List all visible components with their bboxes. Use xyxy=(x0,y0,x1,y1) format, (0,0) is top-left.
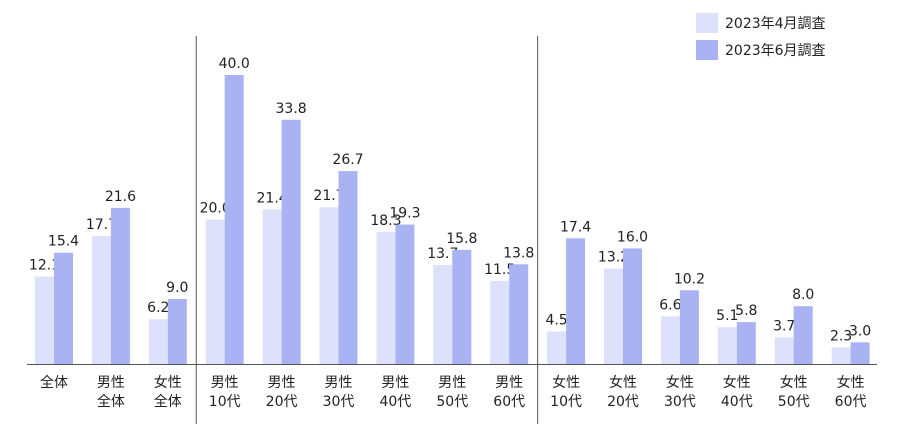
category-label-12-0: 女性 xyxy=(723,374,751,391)
category-label-3-0: 男性 xyxy=(211,375,239,391)
category-label-2-0: 女性 xyxy=(154,374,182,391)
category-label-1-1: 全体 xyxy=(97,393,125,410)
value-label-s1-1: 21.6 xyxy=(105,189,136,205)
value-label-s1-6: 19.3 xyxy=(389,206,420,222)
category-label-14-1: 60代 xyxy=(835,394,867,410)
value-label-s0-12: 5.1 xyxy=(716,308,738,324)
bar-s0-1 xyxy=(91,236,111,364)
legend-label-1: 2023年6月調査 xyxy=(725,43,826,59)
bar-s1-6 xyxy=(395,224,415,364)
bar-s0-8 xyxy=(490,280,510,364)
category-label-6-1: 40代 xyxy=(379,394,411,410)
value-label-s1-4: 33.8 xyxy=(276,101,307,117)
legend-label-0: 2023年4月調査 xyxy=(725,16,826,32)
category-label-0-0: 全体 xyxy=(40,374,68,391)
bar-s0-9 xyxy=(547,331,567,364)
legend-swatch-0 xyxy=(696,13,718,33)
value-label-s0-13: 3.7 xyxy=(773,318,795,334)
bar-s1-3 xyxy=(224,75,244,364)
value-label-s1-14: 3.0 xyxy=(849,323,871,339)
bar-s0-7 xyxy=(433,265,453,364)
category-label-9-1: 10代 xyxy=(550,394,582,410)
value-label-s1-11: 10.2 xyxy=(674,271,705,287)
value-label-s1-10: 16.0 xyxy=(617,229,648,245)
value-label-s0-4: 21.4 xyxy=(257,190,288,206)
bar-s1-12 xyxy=(736,322,756,364)
value-label-s1-9: 17.4 xyxy=(560,219,591,235)
category-label-10-0: 女性 xyxy=(609,374,637,391)
bar-s1-4 xyxy=(281,119,301,364)
value-label-s0-3: 20.0 xyxy=(200,201,231,217)
bar-s0-11 xyxy=(660,316,680,364)
value-label-s0-5: 21.7 xyxy=(313,188,344,204)
bar-s0-6 xyxy=(376,231,396,364)
category-label-14-0: 女性 xyxy=(837,374,865,391)
bar-s0-0 xyxy=(35,276,54,364)
bar-s0-5 xyxy=(319,207,339,364)
value-label-s1-2: 9.0 xyxy=(166,280,188,296)
value-label-s0-0: 12.1 xyxy=(29,258,60,274)
bar-s0-12 xyxy=(717,327,737,364)
value-label-s1-0: 15.4 xyxy=(48,234,79,250)
value-label-s1-7: 15.8 xyxy=(446,231,477,247)
category-label-5-1: 30代 xyxy=(323,394,355,410)
bar-s1-9 xyxy=(566,238,586,364)
bar-s1-10 xyxy=(623,248,642,364)
value-label-s0-9: 4.5 xyxy=(545,312,567,328)
bar-s1-5 xyxy=(338,171,358,364)
value-label-s1-5: 26.7 xyxy=(332,152,363,168)
bar-s0-3 xyxy=(205,219,225,364)
value-label-s1-13: 8.0 xyxy=(792,287,814,303)
category-label-4-1: 20代 xyxy=(266,394,298,410)
bar-s1-7 xyxy=(452,249,472,364)
category-label-2-1: 全体 xyxy=(154,393,182,410)
category-label-13-1: 50代 xyxy=(778,394,810,410)
value-label-s1-8: 13.8 xyxy=(503,245,534,261)
category-label-11-1: 30代 xyxy=(664,394,696,410)
category-label-5-0: 男性 xyxy=(325,375,353,391)
value-label-s1-3: 40.0 xyxy=(219,56,250,72)
category-label-1-0: 男性 xyxy=(97,375,125,391)
category-label-9-0: 女性 xyxy=(552,374,580,391)
bar-s0-4 xyxy=(262,209,282,364)
bar-s1-0 xyxy=(54,252,73,364)
bar-s0-10 xyxy=(604,268,623,364)
bar-s1-13 xyxy=(793,306,813,364)
category-label-13-0: 女性 xyxy=(780,374,808,391)
category-label-7-1: 50代 xyxy=(436,394,468,410)
value-label-s0-2: 6.2 xyxy=(147,300,169,316)
legend-swatch-1 xyxy=(696,40,718,60)
value-label-s1-12: 5.8 xyxy=(735,303,757,319)
bar-s0-14 xyxy=(831,347,851,364)
category-label-10-1: 20代 xyxy=(607,394,639,410)
bar-s1-11 xyxy=(679,290,699,364)
category-label-8-1: 60代 xyxy=(493,394,525,410)
category-label-12-1: 40代 xyxy=(721,394,753,410)
bar-s0-13 xyxy=(774,337,794,364)
category-label-6-0: 男性 xyxy=(381,375,409,391)
bar-s1-14 xyxy=(850,342,870,364)
value-label-s0-10: 13.2 xyxy=(598,250,629,266)
value-label-s0-11: 6.6 xyxy=(659,297,681,313)
bar-s1-2 xyxy=(167,298,187,364)
category-label-8-0: 男性 xyxy=(495,375,523,391)
category-label-4-0: 男性 xyxy=(268,375,296,391)
value-label-s0-7: 13.7 xyxy=(427,246,458,262)
value-label-s0-14: 2.3 xyxy=(830,328,852,344)
bar-s1-1 xyxy=(110,207,130,364)
category-label-11-0: 女性 xyxy=(666,374,694,391)
bar-s1-8 xyxy=(509,264,529,364)
value-label-s0-6: 18.3 xyxy=(370,213,401,229)
bar-s0-2 xyxy=(148,319,168,364)
category-label-7-0: 男性 xyxy=(438,375,466,391)
category-label-3-1: 10代 xyxy=(209,394,241,410)
value-label-s0-1: 17.7 xyxy=(86,217,117,233)
value-label-s0-8: 11.5 xyxy=(484,262,515,278)
